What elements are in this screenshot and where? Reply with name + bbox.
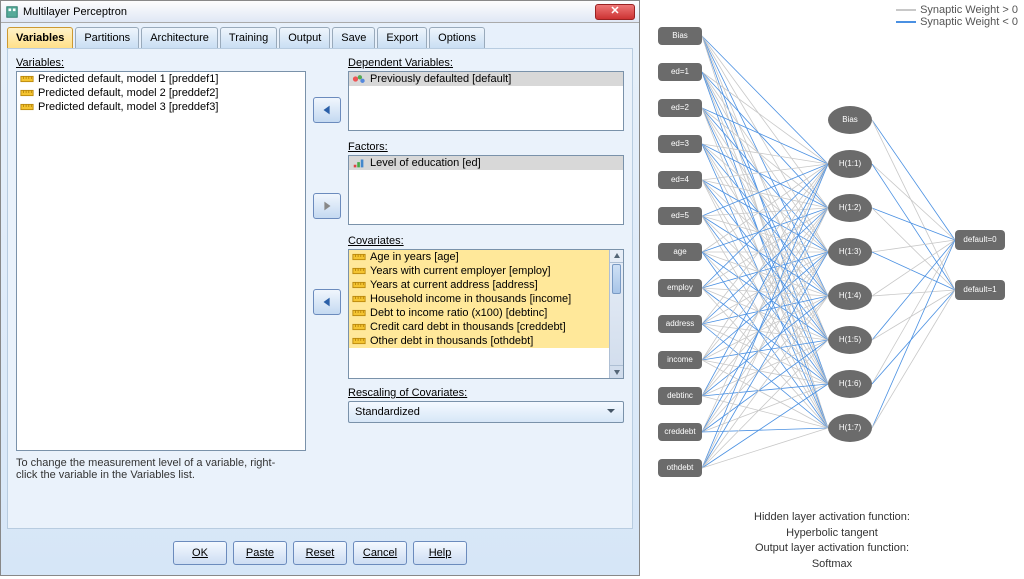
covariates-label: Covariates:: [348, 235, 624, 247]
svg-text:H(1:7): H(1:7): [839, 423, 862, 432]
tab-variables[interactable]: Variables: [7, 27, 73, 48]
list-item-label: Household income in thousands [income]: [370, 293, 571, 305]
list-item[interactable]: Debt to income ratio (x100) [debtinc]: [349, 306, 623, 320]
svg-text:ed=2: ed=2: [671, 103, 690, 112]
nn-legend: Synaptic Weight > 0 Synaptic Weight < 0: [896, 4, 1018, 28]
svg-text:age: age: [673, 247, 687, 256]
paste-button[interactable]: Paste: [233, 541, 287, 565]
list-item-label: Other debt in thousands [othdebt]: [370, 335, 533, 347]
list-item[interactable]: Previously defaulted [default]: [349, 72, 623, 86]
svg-text:H(1:2): H(1:2): [839, 203, 862, 212]
move-to-factors-button[interactable]: [313, 193, 341, 219]
svg-text:default=0: default=0: [963, 235, 997, 244]
help-button[interactable]: Help: [413, 541, 467, 565]
list-item-label: Years with current employer [employ]: [370, 265, 551, 277]
list-item-label: Years at current address [address]: [370, 279, 538, 291]
svg-text:othdebt: othdebt: [667, 463, 694, 472]
tab-training[interactable]: Training: [220, 27, 277, 48]
list-item[interactable]: Predicted default, model 3 [preddef3]: [17, 100, 305, 114]
tab-partitions[interactable]: Partitions: [75, 27, 139, 48]
list-item-label: Credit card debt in thousands [creddebt]: [370, 321, 566, 333]
factors-label: Factors:: [348, 141, 624, 153]
list-item-label: Debt to income ratio (x100) [debtinc]: [370, 307, 547, 319]
hint-text: To change the measurement level of a var…: [16, 457, 276, 481]
svg-text:creddebt: creddebt: [664, 427, 696, 436]
covariates-scrollbar[interactable]: [609, 250, 623, 378]
footnote-hidden: Hidden layer activation function: Hyperb…: [736, 510, 928, 541]
chevron-down-icon: [605, 405, 617, 420]
titlebar: Multilayer Perceptron ✕: [1, 1, 639, 23]
list-item-label: Predicted default, model 3 [preddef3]: [38, 101, 218, 113]
svg-text:debtinc: debtinc: [667, 391, 693, 400]
tab-options[interactable]: Options: [429, 27, 485, 48]
svg-text:H(1:1): H(1:1): [839, 159, 862, 168]
tab-export[interactable]: Export: [377, 27, 427, 48]
tab-strip: VariablesPartitionsArchitectureTrainingO…: [1, 23, 639, 48]
svg-text:address: address: [666, 319, 694, 328]
variables-listbox[interactable]: Predicted default, model 1 [preddef1] Pre…: [16, 71, 306, 451]
svg-text:H(1:4): H(1:4): [839, 291, 862, 300]
nn-diagram-panel: Synaptic Weight > 0 Synaptic Weight < 0 …: [640, 0, 1024, 576]
factors-listbox[interactable]: Level of education [ed]: [348, 155, 624, 225]
cancel-button[interactable]: Cancel: [353, 541, 407, 565]
reset-button[interactable]: Reset: [293, 541, 347, 565]
close-button[interactable]: ✕: [595, 4, 635, 20]
legend-pos-label: Synaptic Weight > 0: [920, 4, 1018, 16]
list-item-label: Previously defaulted [default]: [370, 73, 511, 85]
tab-output[interactable]: Output: [279, 27, 330, 48]
list-item[interactable]: Age in years [age]: [349, 250, 623, 264]
move-to-dependent-button[interactable]: [313, 97, 341, 123]
variables-label: Variables:: [16, 57, 306, 69]
list-item-label: Predicted default, model 1 [preddef1]: [38, 73, 218, 85]
footnote-output: Output layer activation function: Softma…: [736, 541, 928, 572]
list-item-label: Age in years [age]: [370, 251, 459, 263]
tab-save[interactable]: Save: [332, 27, 375, 48]
svg-text:ed=1: ed=1: [671, 67, 690, 76]
move-to-covariates-button[interactable]: [313, 289, 341, 315]
svg-text:H(1:5): H(1:5): [839, 335, 862, 344]
svg-text:default=1: default=1: [963, 285, 997, 294]
dialog-title: Multilayer Perceptron: [23, 6, 595, 18]
svg-text:H(1:3): H(1:3): [839, 247, 862, 256]
list-item[interactable]: Level of education [ed]: [349, 156, 623, 170]
list-item[interactable]: Other debt in thousands [othdebt]: [349, 334, 623, 348]
app-icon: [5, 5, 19, 19]
svg-text:income: income: [667, 355, 693, 364]
svg-text:Bias: Bias: [672, 31, 688, 40]
list-item[interactable]: Predicted default, model 1 [preddef1]: [17, 72, 305, 86]
dialog-button-row: OKPasteResetCancelHelp: [1, 533, 639, 575]
svg-text:ed=5: ed=5: [671, 211, 690, 220]
covariates-listbox[interactable]: Age in years [age] Years with current emp…: [348, 249, 624, 379]
dependent-label: Dependent Variables:: [348, 57, 624, 69]
svg-text:ed=4: ed=4: [671, 175, 690, 184]
svg-text:Bias: Bias: [842, 115, 858, 124]
list-item[interactable]: Years at current address [address]: [349, 278, 623, 292]
tab-architecture[interactable]: Architecture: [141, 27, 218, 48]
rescaling-label: Rescaling of Covariates:: [348, 387, 624, 399]
svg-text:ed=3: ed=3: [671, 139, 690, 148]
svg-text:employ: employ: [667, 283, 693, 292]
list-item[interactable]: Credit card debt in thousands [creddebt]: [349, 320, 623, 334]
nn-svg: Bias ed=1 ed=2 ed=3 ed=4 ed=5 age employ address…: [640, 0, 1024, 576]
list-item-label: Predicted default, model 2 [preddef2]: [38, 87, 218, 99]
dependent-listbox[interactable]: Previously defaulted [default]: [348, 71, 624, 131]
list-item[interactable]: Household income in thousands [income]: [349, 292, 623, 306]
list-item[interactable]: Years with current employer [employ]: [349, 264, 623, 278]
legend-neg-label: Synaptic Weight < 0: [920, 16, 1018, 28]
svg-text:H(1:6): H(1:6): [839, 379, 862, 388]
list-item-label: Level of education [ed]: [370, 157, 481, 169]
rescaling-dropdown[interactable]: Standardized: [348, 401, 624, 423]
list-item[interactable]: Predicted default, model 2 [preddef2]: [17, 86, 305, 100]
ok-button[interactable]: OK: [173, 541, 227, 565]
mlp-dialog: Multilayer Perceptron ✕ VariablesPartiti…: [0, 0, 640, 576]
rescaling-value: Standardized: [355, 406, 420, 418]
variables-panel: Variables: Predicted default, model 1 [p…: [7, 48, 633, 529]
nn-footnote: Hidden layer activation function: Hyperb…: [736, 510, 928, 572]
